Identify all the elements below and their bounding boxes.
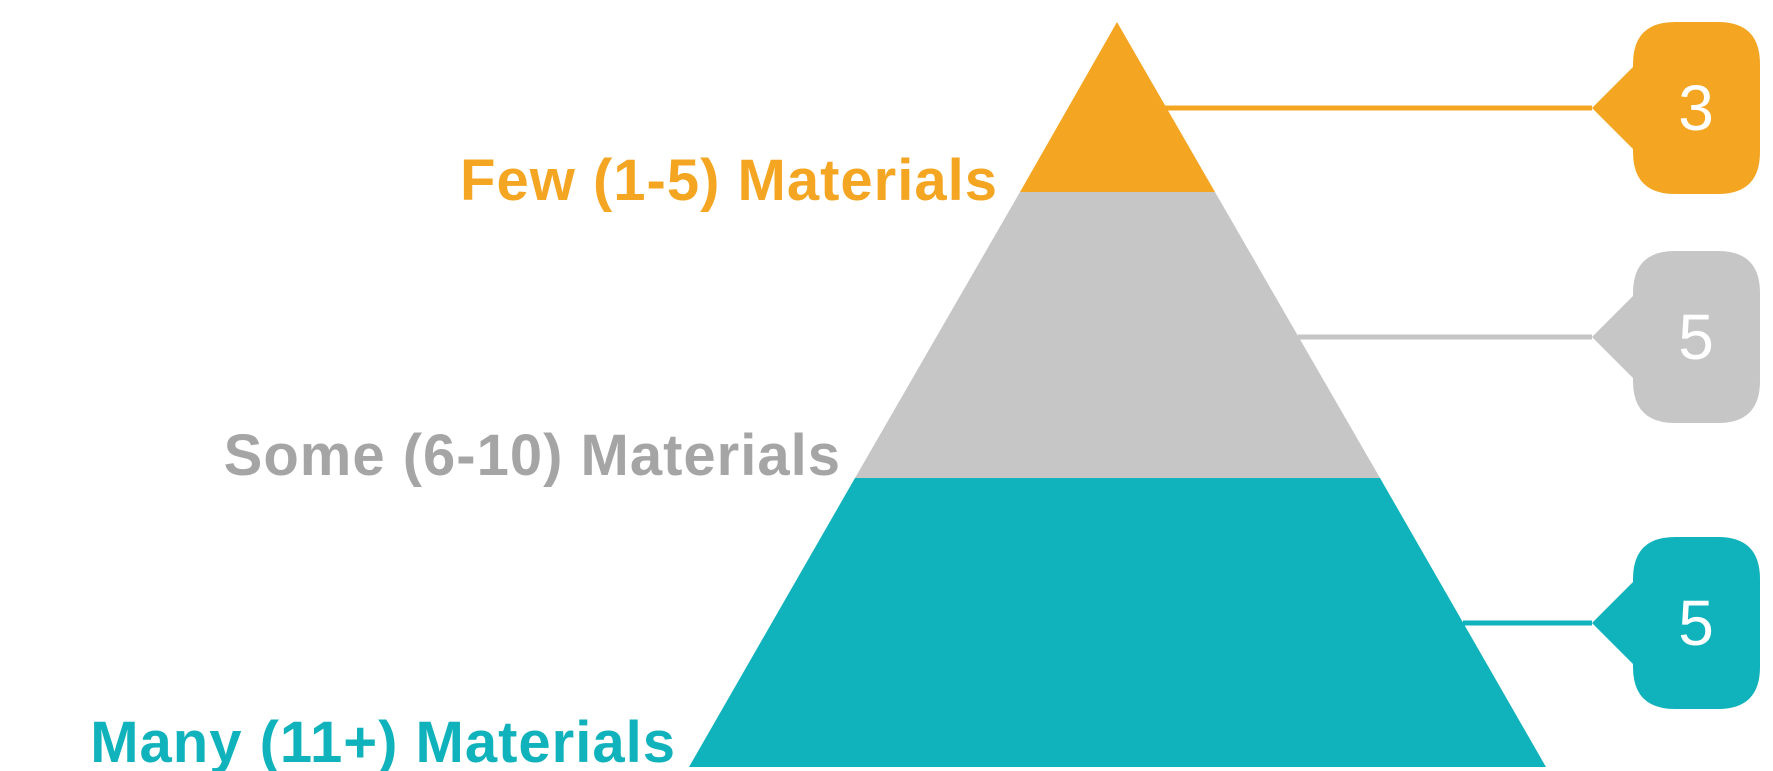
tier-label-few: Few (1-5) Materials bbox=[460, 148, 998, 213]
pyramid-tier-many bbox=[689, 478, 1546, 767]
count-badge-some: 5 bbox=[1592, 251, 1760, 423]
count-value-some: 5 bbox=[1678, 301, 1714, 373]
pyramid-tier-some bbox=[855, 192, 1380, 478]
tier-label-some: Some (6-10) Materials bbox=[224, 423, 841, 488]
count-badge-many: 5 bbox=[1592, 537, 1760, 709]
count-value-few: 3 bbox=[1678, 72, 1714, 144]
tier-label-many: Many (11+) Materials bbox=[90, 710, 676, 771]
count-badge-few: 3 bbox=[1592, 22, 1760, 194]
pyramid-tier-few bbox=[1020, 22, 1215, 192]
count-value-many: 5 bbox=[1678, 587, 1714, 659]
